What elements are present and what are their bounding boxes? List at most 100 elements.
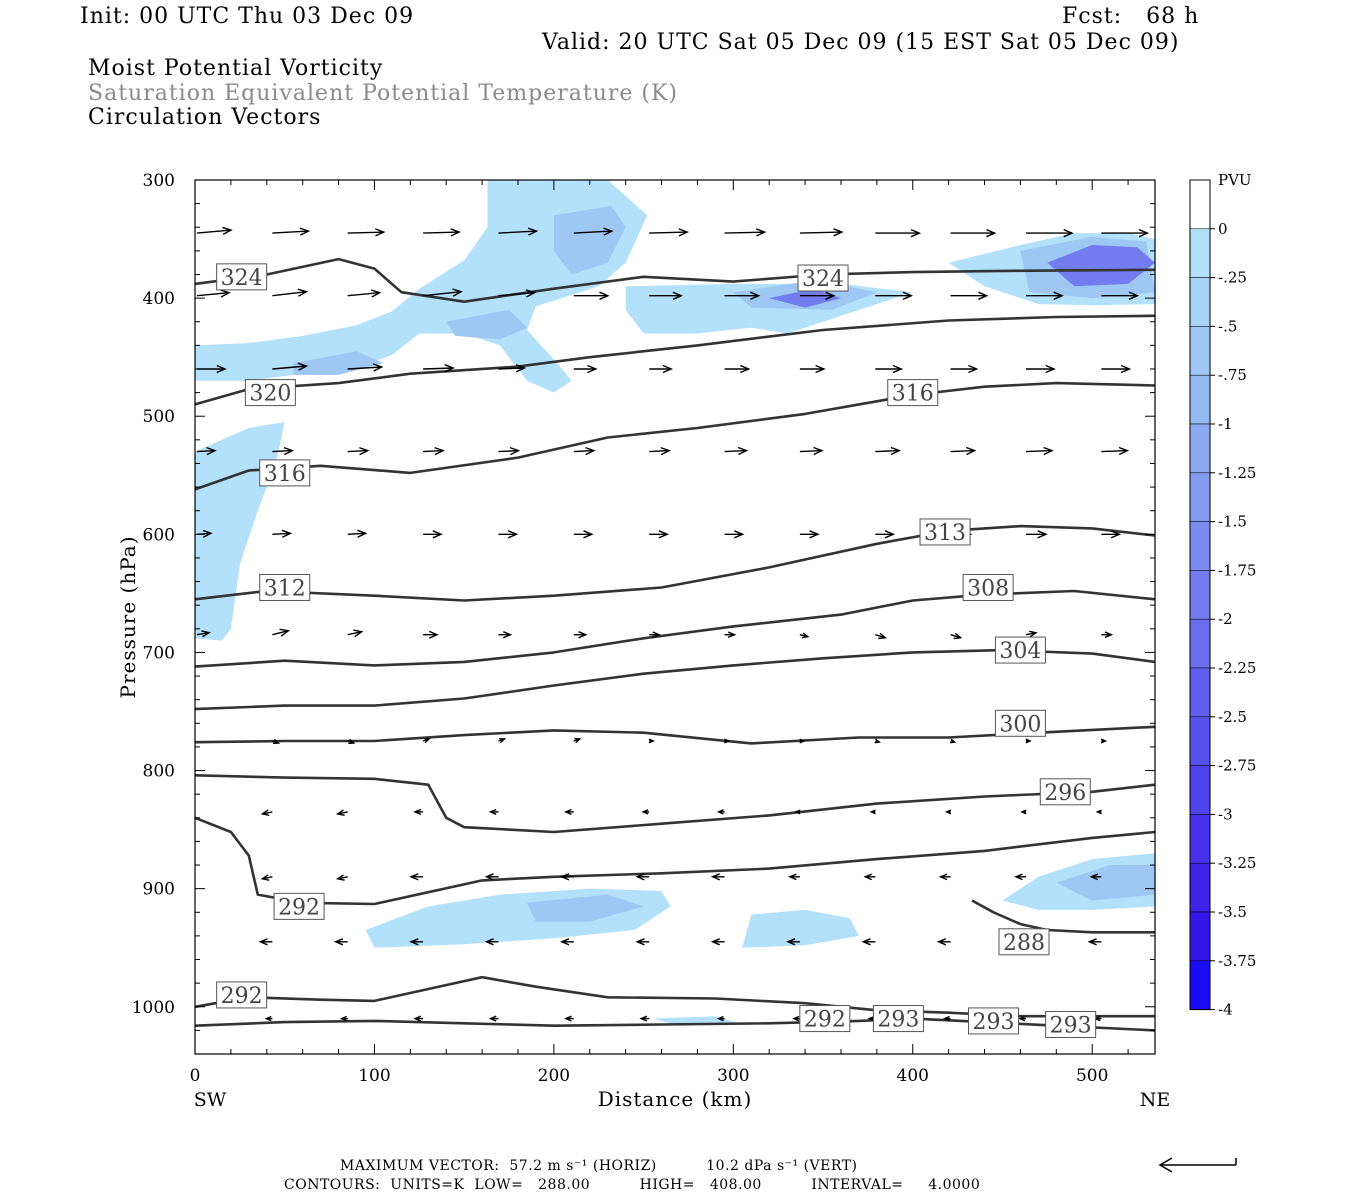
circulation-vector bbox=[197, 364, 227, 374]
x-tick-label: 300 bbox=[717, 1066, 749, 1086]
circulation-vector bbox=[648, 738, 655, 744]
vector-head bbox=[965, 446, 977, 456]
vector-head bbox=[734, 530, 745, 539]
x-left-label: SW bbox=[194, 1089, 227, 1111]
vector-head bbox=[339, 1015, 347, 1022]
circulation-vector bbox=[498, 530, 519, 539]
vector-head bbox=[639, 1015, 648, 1022]
vector-shaft bbox=[196, 632, 210, 636]
vector-head bbox=[583, 530, 594, 539]
circulation-vector bbox=[498, 631, 513, 639]
colorbar-label: -3.75 bbox=[1218, 952, 1256, 970]
mpv-region bbox=[1056, 865, 1155, 901]
contour-label: 300 bbox=[999, 712, 1041, 737]
vector-head bbox=[375, 228, 386, 237]
colorbar-segment bbox=[1189, 618, 1211, 669]
colorbar-label: -2.25 bbox=[1218, 659, 1256, 677]
vector-head bbox=[910, 228, 922, 238]
vector-shaft bbox=[423, 367, 454, 370]
vector-head bbox=[813, 446, 824, 456]
vector-head bbox=[587, 364, 598, 374]
circulation-vector bbox=[347, 529, 368, 538]
circulation-vector bbox=[1101, 631, 1114, 639]
circulation-vector bbox=[639, 1015, 650, 1022]
vector-head bbox=[641, 809, 649, 815]
theta-es-contour bbox=[194, 257, 1156, 304]
vector-head bbox=[788, 873, 797, 881]
y-tick-label: 500 bbox=[143, 407, 175, 427]
vector-head bbox=[809, 530, 820, 539]
vector-head bbox=[978, 291, 989, 300]
vector-head bbox=[648, 738, 655, 744]
circulation-vector bbox=[335, 809, 348, 816]
circulation-vector bbox=[950, 632, 963, 640]
y-tick-label: 1000 bbox=[132, 998, 175, 1018]
vector-head bbox=[750, 291, 761, 300]
vector-shaft bbox=[423, 449, 444, 453]
vector-head bbox=[299, 227, 311, 236]
circulation-vector bbox=[498, 227, 539, 236]
mpv-region bbox=[742, 909, 859, 948]
theta-es-contour bbox=[194, 524, 1156, 602]
vector-shaft bbox=[573, 449, 594, 453]
colorbar-segment bbox=[1189, 472, 1211, 522]
circulation-vector bbox=[649, 364, 674, 374]
circulation-vector bbox=[710, 873, 725, 881]
vector-head bbox=[1095, 809, 1102, 815]
vector-head bbox=[1118, 446, 1130, 456]
colorbar-segment bbox=[1189, 911, 1211, 962]
vector-head bbox=[357, 529, 368, 538]
vector-head bbox=[258, 938, 268, 946]
colorbar-label: -1.5 bbox=[1218, 513, 1247, 531]
maximum-vector-note: MAXIMUM VECTOR: 57.2 m s⁻¹ (HORIZ) 10.2 … bbox=[340, 1158, 858, 1174]
vector-shaft bbox=[498, 292, 535, 297]
circulation-vector bbox=[1026, 291, 1064, 300]
y-axis-label: Pressure (hPa) bbox=[116, 536, 140, 699]
circulation-vector bbox=[1101, 228, 1150, 238]
vector-head bbox=[409, 873, 419, 881]
vector-shaft bbox=[649, 449, 670, 453]
circulation-vector bbox=[260, 874, 273, 881]
circulation-vector bbox=[1101, 364, 1132, 374]
mpv-region bbox=[365, 888, 671, 948]
circulation-vector bbox=[724, 364, 751, 374]
colorbar-label: -3 bbox=[1218, 805, 1233, 823]
vector-head bbox=[359, 446, 370, 456]
vector-head bbox=[515, 364, 527, 373]
colorbar-frame bbox=[1189, 179, 1211, 1011]
theta-es-contour bbox=[194, 774, 1156, 834]
circulation-vector bbox=[799, 446, 824, 456]
vector-head bbox=[869, 809, 876, 815]
circulation-vector bbox=[347, 228, 386, 237]
vector-shaft bbox=[196, 449, 216, 453]
circulation-vector bbox=[950, 291, 989, 300]
circulation-vector bbox=[413, 808, 424, 815]
colorbar-label: -2 bbox=[1218, 610, 1233, 628]
circulation-vector bbox=[938, 873, 951, 881]
theta-es-contour bbox=[971, 899, 1155, 934]
colorbar-segment bbox=[1189, 716, 1211, 766]
contour-label: 316 bbox=[264, 462, 306, 487]
vector-head bbox=[335, 874, 345, 881]
circulation-vector bbox=[272, 628, 291, 637]
vector-head bbox=[786, 938, 796, 946]
vector-head bbox=[488, 808, 497, 815]
contour-label: 296 bbox=[1044, 781, 1086, 806]
circulation-vector bbox=[792, 1015, 800, 1022]
circulation-vector bbox=[272, 227, 311, 236]
plot-frame bbox=[194, 179, 1156, 1055]
colorbar-label: -.25 bbox=[1218, 269, 1247, 287]
vector-head bbox=[833, 228, 844, 237]
vector-head bbox=[635, 938, 645, 946]
theta-es-contour bbox=[194, 816, 1156, 906]
circulation-vector bbox=[272, 446, 295, 456]
vector-head bbox=[944, 809, 952, 815]
circulation-vector bbox=[347, 363, 384, 372]
vector-shaft bbox=[196, 229, 232, 234]
circulation-vector bbox=[724, 530, 745, 539]
vector-head bbox=[432, 530, 443, 539]
colorbar-label: -.5 bbox=[1218, 317, 1237, 335]
circulation-vector bbox=[484, 938, 499, 946]
circulation-vector bbox=[573, 631, 588, 639]
contour-label: 293 bbox=[877, 1008, 919, 1033]
